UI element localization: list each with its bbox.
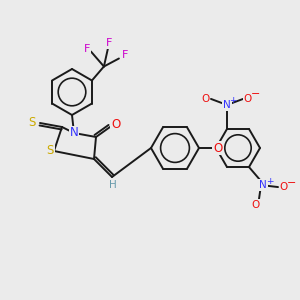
Text: F: F (122, 50, 128, 61)
Text: F: F (84, 44, 90, 53)
Text: H: H (109, 180, 117, 190)
Text: N: N (223, 100, 231, 110)
Text: O: O (251, 200, 259, 210)
Text: S: S (46, 145, 54, 158)
Text: N: N (70, 127, 78, 140)
Text: O: O (201, 94, 209, 104)
Text: +: + (229, 96, 237, 105)
Text: −: − (287, 178, 297, 188)
Text: O: O (111, 118, 121, 130)
Text: N: N (259, 180, 267, 190)
Text: F: F (106, 38, 112, 49)
Text: S: S (28, 116, 36, 130)
Text: O: O (213, 142, 223, 154)
Text: +: + (266, 177, 274, 186)
Text: −: − (251, 89, 261, 99)
Text: O: O (244, 94, 252, 104)
Text: O: O (280, 182, 288, 192)
